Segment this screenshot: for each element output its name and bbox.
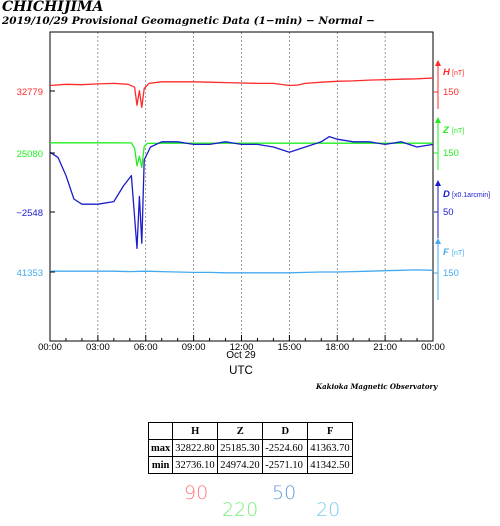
x-tick-label: 21:00 xyxy=(373,342,397,353)
stats-header-z: Z xyxy=(217,422,264,440)
y-tick-label-f: 41353 xyxy=(17,268,43,279)
y-tick-label-h: 32779 xyxy=(17,87,43,98)
x-tick-label: 12:00 xyxy=(230,342,254,353)
grid xyxy=(97,32,386,341)
stats-row-label: min xyxy=(147,456,174,474)
plot-frame xyxy=(49,31,434,342)
series-unit-d: [x0.1arcmin] xyxy=(452,192,490,199)
x-tick-label: 15:00 xyxy=(277,342,301,353)
right-tick-label-f: 150 xyxy=(443,268,459,279)
observatory-credit: Kakioka Magnetic Observatory xyxy=(316,382,438,391)
right-axis-arrow-z xyxy=(435,117,441,123)
stats-cell: 24974.20 xyxy=(217,456,264,474)
x-axis: 00:00 03:00 06:00 09:00 12:00 15:00 18:00 21:00… xyxy=(38,335,445,353)
stats-header-row: H Z D F xyxy=(147,422,354,440)
series-name-h: H xyxy=(443,67,451,78)
stats-cell: -2524.60 xyxy=(262,439,309,457)
stats-table: H Z D F max 32822.80 25185.30 -2524.60 4… xyxy=(147,422,354,474)
stats-header-corner xyxy=(147,422,174,440)
right-tick-label-d: 50 xyxy=(443,207,454,218)
y-tick-label-d: −2548 xyxy=(16,208,43,219)
x-tick-label: 00:00 xyxy=(38,342,62,353)
stats-cell: 32822.80 xyxy=(172,439,219,457)
x-tick-label: 03:00 xyxy=(86,342,110,353)
right-tick-label-z: 150 xyxy=(443,148,459,159)
left-axis-ticks: 32779 25080 −2548 41353 xyxy=(16,87,55,279)
x-tick-label: 18:00 xyxy=(325,342,349,353)
x-date-label: Oct 29 xyxy=(226,350,256,361)
handwritten-note-z: 220 xyxy=(222,499,259,521)
x-tick-label: 06:00 xyxy=(134,342,158,353)
x-tick-label: 00:00 xyxy=(421,342,445,353)
series-name-z: Z xyxy=(442,125,450,136)
series-unit-f: [nT] xyxy=(452,250,464,257)
stats-cell: 41363.70 xyxy=(307,439,354,457)
stats-header-f: F xyxy=(307,422,354,440)
stats-row-max: max 32822.80 25185.30 -2524.60 41363.70 xyxy=(147,439,354,457)
stats-cell: 25185.30 xyxy=(217,439,264,457)
series-name-f: F xyxy=(443,247,449,258)
right-axis-arrow-h xyxy=(435,60,441,66)
series-line-d xyxy=(49,135,434,250)
x-tick-label: 09:00 xyxy=(182,342,206,353)
series-line-f xyxy=(50,269,434,274)
series-unit-z: [nT] xyxy=(452,128,464,135)
stats-cell: 41342.50 xyxy=(307,456,354,474)
station-title: CHICHIJIMA xyxy=(2,0,104,15)
x-axis-title: UTC xyxy=(229,365,253,377)
stats-header-h: H xyxy=(172,422,219,440)
right-axis-arrow-d xyxy=(435,180,441,186)
series-unit-h: [nT] xyxy=(452,70,464,77)
stats-header-d: D xyxy=(262,422,309,440)
series-name-d: D xyxy=(443,189,450,200)
y-tick-label-z: 25080 xyxy=(17,149,43,160)
right-axis-arrow-f xyxy=(435,238,441,244)
stats-row-min: min 32736.10 24974.20 -2571.10 41342.50 xyxy=(147,456,354,474)
handwritten-note-d: 50 xyxy=(272,482,297,504)
handwritten-note-h: 90 xyxy=(184,482,209,504)
geomagnetic-chart: 00:00 03:00 06:00 09:00 12:00 15:00 18:00 21:00… xyxy=(16,31,490,377)
handwritten-note-f: 20 xyxy=(316,499,341,521)
stats-cell: 32736.10 xyxy=(172,456,219,474)
stats-row-label: max xyxy=(147,439,174,457)
series-line-z xyxy=(50,142,433,169)
chart-subtitle: 2019/10/29 Provisional Geomagnetic Data … xyxy=(2,15,375,27)
series-line-h xyxy=(49,77,434,109)
right-tick-label-h: 150 xyxy=(443,87,459,98)
stats-cell: -2571.10 xyxy=(262,456,309,474)
series-group xyxy=(49,77,434,274)
